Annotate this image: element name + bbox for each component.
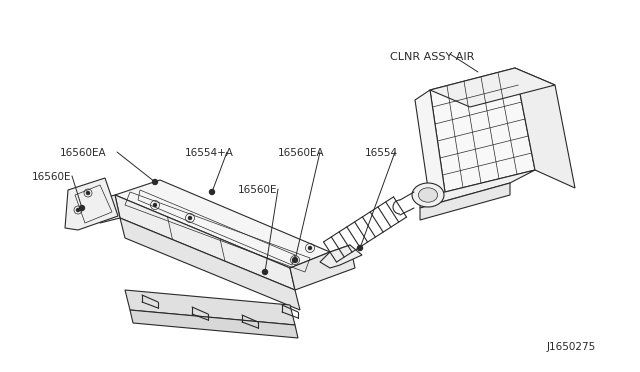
Polygon shape (125, 290, 295, 325)
Polygon shape (420, 170, 535, 208)
Polygon shape (130, 310, 298, 338)
Circle shape (152, 180, 157, 185)
Text: 16560E: 16560E (32, 172, 72, 182)
Polygon shape (120, 218, 300, 310)
Polygon shape (115, 180, 330, 268)
Polygon shape (95, 195, 120, 223)
Polygon shape (320, 245, 362, 268)
Circle shape (86, 192, 90, 195)
Circle shape (358, 246, 362, 250)
Polygon shape (420, 183, 510, 220)
Polygon shape (515, 68, 575, 188)
Text: 16560EA: 16560EA (60, 148, 107, 158)
Circle shape (262, 269, 268, 275)
Text: 16554+A: 16554+A (185, 148, 234, 158)
Polygon shape (430, 68, 535, 192)
Circle shape (79, 205, 84, 211)
Circle shape (154, 203, 157, 206)
Polygon shape (415, 90, 445, 202)
Circle shape (292, 257, 298, 263)
Text: J1650275: J1650275 (547, 342, 596, 352)
Text: 16554: 16554 (365, 148, 398, 158)
Text: 16560E: 16560E (238, 185, 278, 195)
Text: CLNR ASSY AIR: CLNR ASSY AIR (390, 52, 474, 62)
Polygon shape (430, 68, 555, 107)
Circle shape (209, 189, 214, 195)
Polygon shape (115, 195, 295, 290)
Circle shape (77, 208, 79, 212)
Circle shape (189, 217, 191, 219)
Circle shape (294, 259, 296, 262)
Circle shape (308, 247, 312, 250)
Polygon shape (65, 178, 118, 230)
Ellipse shape (419, 188, 438, 202)
Text: 16560EA: 16560EA (278, 148, 324, 158)
Polygon shape (290, 245, 355, 290)
Ellipse shape (412, 183, 444, 207)
